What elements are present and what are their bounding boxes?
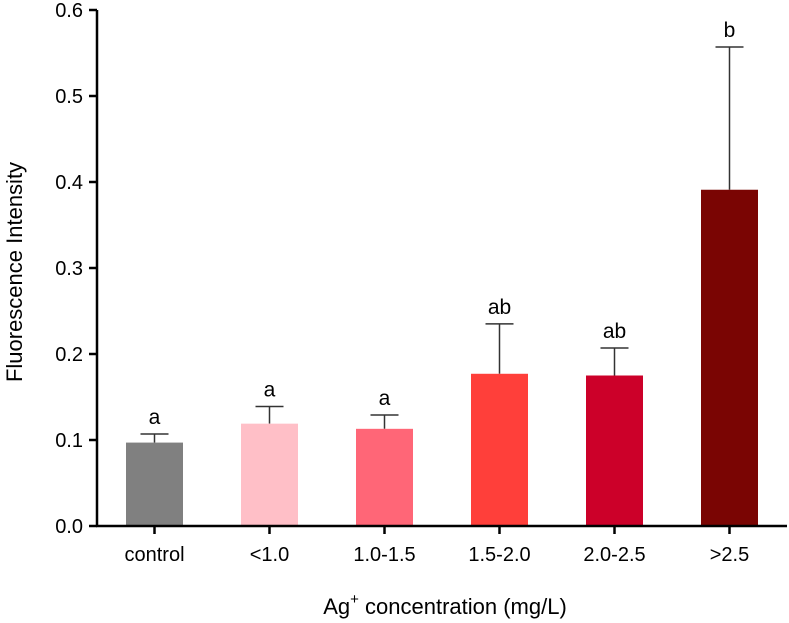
x-axis: control <1.0 1.0-1.5 1.5-2.0 2.0-2.5 >2.5: [96, 524, 787, 566]
significance-label: a: [264, 378, 276, 401]
x-tick-label: <1.0: [250, 544, 289, 566]
y-tick-label: 0.1: [55, 430, 83, 452]
y-tick-label: 0.0: [55, 516, 83, 538]
bar: [126, 442, 183, 526]
x-tick-label: 1.5-2.0: [468, 544, 530, 566]
significance-label: a: [149, 406, 161, 429]
y-tick-label: 0.3: [55, 258, 83, 280]
x-axis-title-main: Ag: [323, 594, 350, 619]
y-tick-label: 0.2: [55, 344, 83, 366]
significance-label: b: [724, 19, 736, 42]
bar: [471, 373, 528, 526]
y-axis: 0.0 0.1 0.2 0.3 0.4 0.5 0.6: [55, 0, 99, 538]
x-axis-title-superscript: +: [350, 591, 359, 608]
significance-label: a: [379, 387, 391, 410]
bar: [701, 189, 758, 527]
y-axis-title: Fluorescence Intensity: [2, 162, 27, 382]
bar: [356, 428, 413, 526]
y-tick-label: 0.5: [55, 86, 83, 108]
x-tick-label: >2.5: [710, 544, 749, 566]
bar: [586, 375, 643, 526]
y-tick-label: 0.4: [55, 172, 83, 194]
x-axis-title-rest: concentration (mg/L): [359, 594, 567, 619]
significance-label: ab: [603, 320, 626, 343]
x-axis-title: Ag+ concentration (mg/L): [323, 591, 567, 619]
significance-label: ab: [488, 296, 511, 319]
y-tick-label: 0.6: [55, 0, 83, 22]
x-tick-label: 2.0-2.5: [583, 544, 645, 566]
x-tick-label: 1.0-1.5: [353, 544, 415, 566]
bar: [241, 423, 298, 526]
x-tick-label: control: [124, 544, 184, 566]
bars-group: a a a ab ab b: [126, 19, 758, 527]
